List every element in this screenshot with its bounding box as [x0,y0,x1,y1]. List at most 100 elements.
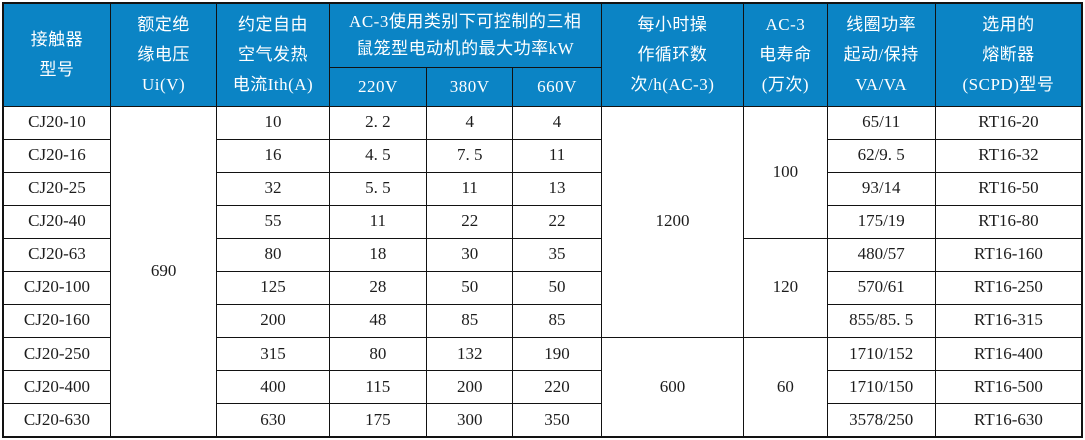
cell-thermal-current: 32 [216,171,330,206]
cell-model: CJ20-40 [2,204,111,239]
cell-fuse-model: RT16-500 [934,369,1083,404]
cell-coil-power: 65/11 [826,105,936,140]
cell-kw-660v: 350 [512,402,602,438]
cell-kw-660v: 85 [512,303,602,338]
header-row-voltages: 220V 380V 660V [3,66,1082,107]
cell-kw-660v: 13 [512,171,602,206]
cell-model: CJ20-25 [2,171,111,206]
cell-kw-220v: 175 [328,402,428,438]
table-row: CJ20-16 16 4. 5 7. 5 11 62/9. 5 RT16-32 [2,138,1083,173]
table-row: CJ20-400 400 115 200 220 1710/150 RT16-5… [2,369,1083,404]
header-rated-insulation-voltage: 额定绝 缘电压 Ui(V) [109,2,218,107]
table-row: CJ20-25 32 5. 5 11 13 93/14 RT16-50 [2,171,1083,206]
cell-coil-power: 1710/152 [826,336,936,371]
cell-kw-220v: 28 [328,270,428,305]
header-cycles-per-hour: 每小时操 作循环数 次/h(AC-3) [600,2,745,107]
cell-coil-power: 175/19 [826,204,936,239]
cell-kw-380v: 300 [426,402,514,438]
header-coil-power: 线圈功率 起动/保持 VA/VA [826,2,936,107]
cell-electrical-life: 120 [743,237,828,338]
header-660v: 660V [512,66,602,107]
cell-kw-660v: 35 [512,237,602,272]
cell-model: CJ20-63 [2,237,111,272]
cell-kw-220v: 11 [328,204,428,239]
cell-thermal-current: 125 [216,270,330,305]
cell-thermal-current: 200 [216,303,330,338]
header-fuse-model: 选用的 熔断器 (SCPD)型号 [934,2,1083,107]
cell-kw-380v: 132 [426,336,514,371]
cell-cycles-per-hour: 600 [600,336,745,438]
cell-kw-220v: 115 [328,369,428,404]
cell-coil-power: 855/85. 5 [826,303,936,338]
cell-kw-380v: 85 [426,303,514,338]
cell-kw-380v: 22 [426,204,514,239]
cell-model: CJ20-160 [2,303,111,338]
cell-kw-220v: 4. 5 [328,138,428,173]
cell-kw-380v: 50 [426,270,514,305]
cell-kw-380v: 4 [426,105,514,140]
cell-thermal-current: 10 [216,105,330,140]
cell-kw-660v: 4 [512,105,602,140]
header-thermal-current: 约定自由 空气发热 电流Ith(A) [216,2,330,107]
header-max-power-group: AC-3使用类别下可控制的三相 鼠笼型电动机的最大功率kW [328,2,602,68]
header-model: 接触器 型号 [2,2,111,107]
cell-thermal-current: 16 [216,138,330,173]
cell-coil-power: 62/9. 5 [826,138,936,173]
table-header: 接触器 型号 额定绝 缘电压 Ui(V) 约定自由 空气发热 电流Ith(A) … [2,2,1083,107]
cell-kw-220v: 5. 5 [328,171,428,206]
table-row: CJ20-100 125 28 50 50 570/61 RT16-250 [2,270,1083,305]
header-380v: 380V [426,66,514,107]
cell-fuse-model: RT16-32 [934,138,1083,173]
cell-fuse-model: RT16-250 [934,270,1083,305]
cell-fuse-model: RT16-50 [934,171,1083,206]
cell-coil-power: 93/14 [826,171,936,206]
header-220v: 220V [328,66,428,107]
header-electrical-life: AC-3 电寿命 (万次) [743,2,828,107]
cell-coil-power: 3578/250 [826,402,936,438]
cell-kw-660v: 22 [512,204,602,239]
cell-model: CJ20-10 [2,105,111,140]
cell-fuse-model: RT16-160 [934,237,1083,272]
cell-coil-power: 1710/150 [826,369,936,404]
cell-fuse-model: RT16-80 [934,204,1083,239]
cell-kw-660v: 11 [512,138,602,173]
cell-kw-660v: 50 [512,270,602,305]
cell-thermal-current: 55 [216,204,330,239]
cell-coil-power: 570/61 [826,270,936,305]
table-row: CJ20-40 55 11 22 22 175/19 RT16-80 [2,204,1083,239]
cell-thermal-current: 630 [216,402,330,438]
cell-kw-380v: 200 [426,369,514,404]
table-body: CJ20-10 690 10 2. 2 4 4 1200 100 65/11 R… [2,105,1083,438]
cell-kw-220v: 48 [328,303,428,338]
cell-kw-380v: 30 [426,237,514,272]
table-row: CJ20-10 690 10 2. 2 4 4 1200 100 65/11 R… [2,105,1083,438]
table-row: CJ20-250 315 80 132 190 600 60 1710/152 … [2,336,1083,438]
cell-kw-380v: 11 [426,171,514,206]
cell-kw-660v: 190 [512,336,602,371]
table-row: CJ20-630 630 175 300 350 3578/250 RT16-6… [2,402,1083,438]
cell-thermal-current: 80 [216,237,330,272]
cell-kw-380v: 7. 5 [426,138,514,173]
cell-fuse-model: RT16-400 [934,336,1083,371]
cell-model: CJ20-400 [2,369,111,404]
cell-model: CJ20-100 [2,270,111,305]
cell-kw-220v: 80 [328,336,428,371]
table-row: CJ20-160 200 48 85 85 855/85. 5 RT16-315 [2,303,1083,338]
cell-fuse-model: RT16-315 [934,303,1083,338]
cell-kw-220v: 2. 2 [328,105,428,140]
cell-coil-power: 480/57 [826,237,936,272]
cell-thermal-current: 400 [216,369,330,404]
cell-fuse-model: RT16-630 [934,402,1083,438]
cell-rated-voltage: 690 [109,105,218,438]
cell-fuse-model: RT16-20 [934,105,1083,140]
cell-thermal-current: 315 [216,336,330,371]
cell-model: CJ20-250 [2,336,111,371]
cell-electrical-life: 100 [743,105,828,239]
cell-kw-220v: 18 [328,237,428,272]
cell-model: CJ20-16 [2,138,111,173]
cell-electrical-life: 60 [743,336,828,438]
table-row: CJ20-63 80 18 30 35 120 480/57 RT16-160 [2,237,1083,338]
cell-model: CJ20-630 [2,402,111,438]
